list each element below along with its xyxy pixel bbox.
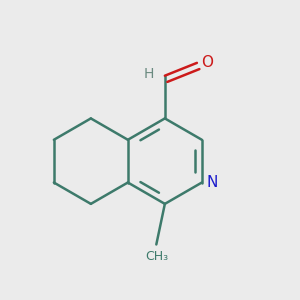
Text: CH₃: CH₃ [145,250,168,263]
Text: H: H [144,67,154,81]
Text: N: N [206,175,218,190]
Text: O: O [201,56,213,70]
